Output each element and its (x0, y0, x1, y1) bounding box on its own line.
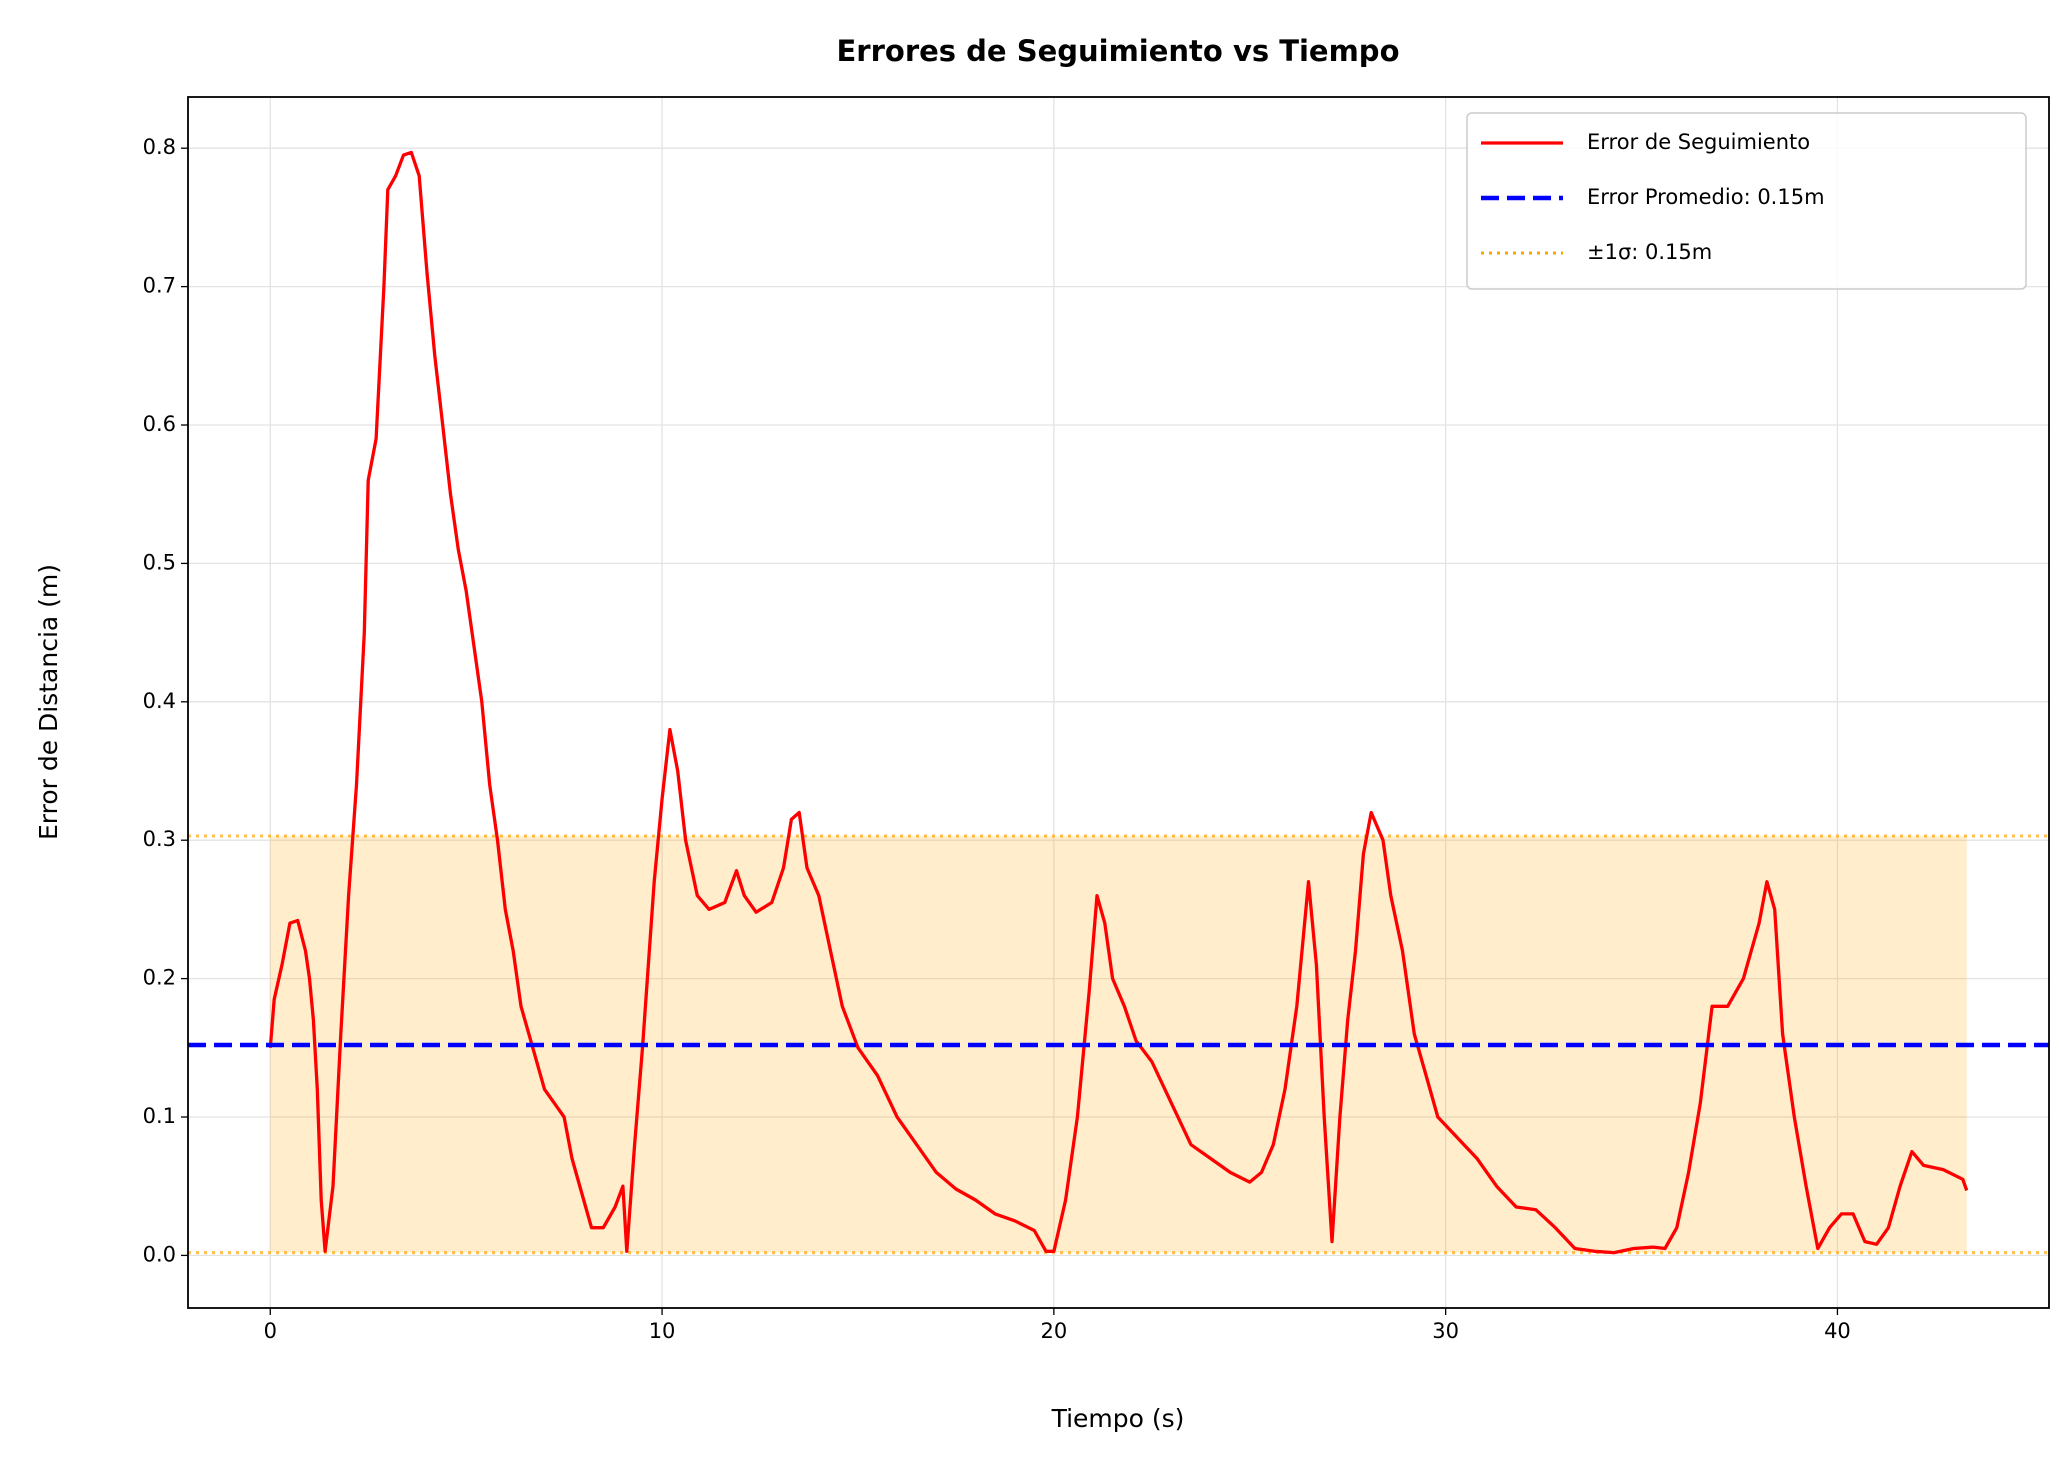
chart-title: Errores de Seguimiento vs Tiempo (837, 34, 1400, 68)
legend-label: Error de Seguimiento (1587, 130, 1810, 154)
legend-box (1466, 112, 2027, 290)
y-axis-label: Error de Distancia (m) (34, 564, 63, 840)
y-tick-label: 0.6 (143, 412, 176, 436)
x-tick-label: 40 (1824, 1319, 1851, 1343)
y-tick-label: 0.7 (143, 274, 176, 298)
y-tick-label: 0.4 (143, 689, 176, 713)
x-tick-label: 30 (1432, 1319, 1459, 1343)
x-tick-label: 10 (649, 1319, 676, 1343)
y-tick-label: 0.2 (143, 966, 176, 990)
axes-frame (187, 96, 2050, 1309)
legend-label: Error Promedio: 0.15m (1587, 185, 1825, 209)
x-axis-label: Tiempo (s) (1051, 1404, 1185, 1433)
y-tick-label: 0.3 (143, 827, 176, 851)
y-tick-label: 0.0 (143, 1242, 176, 1266)
x-tick-label: 0 (264, 1319, 277, 1343)
x-tick-label: 20 (1040, 1319, 1067, 1343)
y-tick-label: 0.5 (143, 550, 176, 574)
legend-label: ±1σ: 0.15m (1587, 240, 1712, 264)
y-tick-label: 0.1 (143, 1104, 176, 1128)
legend: Error de Seguimiento Error Promedio: 0.15… (1466, 112, 2027, 290)
error-line (268, 150, 1969, 1255)
y-tick-label: 0.8 (143, 135, 176, 159)
